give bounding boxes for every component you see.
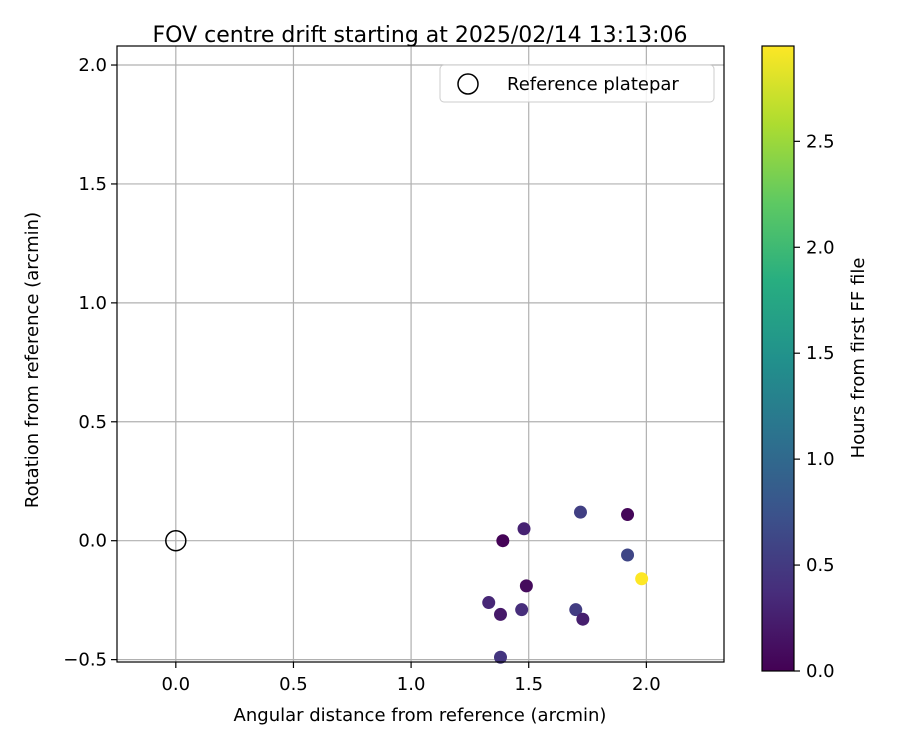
y-tick-label: 2.0 xyxy=(78,55,107,76)
legend-entry-reference: Reference platepar xyxy=(507,74,679,95)
colorbar-tick-label: 1.0 xyxy=(806,449,835,470)
plot-frame xyxy=(116,45,725,663)
legend: Reference platepar xyxy=(439,64,715,103)
x-tick-label: 2.0 xyxy=(632,674,661,695)
scatter-point xyxy=(621,508,635,522)
scatter-point xyxy=(573,505,587,519)
scatter-point xyxy=(517,522,531,536)
axis-ticks: 0.0 0.5 1.0 1.5 2.0 −0.5 0.0 0.5 1.0 1.5 2.0 xyxy=(63,55,660,695)
scatter-point xyxy=(482,596,496,610)
y-tick-label: 1.5 xyxy=(78,174,107,195)
y-axis-label: Rotation from reference (arcmin) xyxy=(22,212,43,508)
y-tick-label: 0.0 xyxy=(78,531,107,552)
scatter-point xyxy=(515,603,529,617)
x-tick-label: 1.0 xyxy=(397,674,426,695)
scatter-point xyxy=(621,548,635,562)
legend-box xyxy=(439,64,715,103)
x-axis-label: Angular distance from reference (arcmin) xyxy=(234,705,607,726)
y-tick-label: 0.5 xyxy=(78,412,107,433)
colorbar-tick-label: 1.5 xyxy=(806,343,835,364)
scatter-point xyxy=(493,607,507,621)
reference-platepar-marker xyxy=(165,529,187,552)
scatter-point xyxy=(493,650,507,664)
chart-title: FOV centre drift starting at 2025/02/14 … xyxy=(153,23,688,48)
legend-reference-marker-icon xyxy=(457,73,479,95)
x-tick-label: 0.0 xyxy=(161,674,190,695)
colorbar-tick-label: 0.0 xyxy=(806,661,835,682)
scatter-point xyxy=(569,603,583,617)
y-tick-label: −0.5 xyxy=(63,650,107,671)
scatter-point xyxy=(576,612,590,626)
grid-lines xyxy=(117,46,724,662)
scatter-point xyxy=(635,572,649,586)
colorbar-label: Hours from first FF file xyxy=(848,258,869,459)
colorbar-tick-label: 2.5 xyxy=(806,131,835,152)
scatter-points xyxy=(165,505,649,664)
colorbar-tick-label: 2.0 xyxy=(806,237,835,258)
colorbar-tick-label: 0.5 xyxy=(806,555,835,576)
x-tick-label: 0.5 xyxy=(279,674,308,695)
colorbar-ticks: 0.0 0.5 1.0 1.5 2.0 2.5 xyxy=(794,131,835,682)
colorbar-gradient xyxy=(761,45,795,672)
colorbar: 0.0 0.5 1.0 1.5 2.0 2.5 Hours from first FF f… xyxy=(761,45,869,682)
x-tick-label: 1.5 xyxy=(514,674,543,695)
scatter-point xyxy=(519,579,533,593)
scatter-point xyxy=(496,534,510,548)
y-tick-label: 1.0 xyxy=(78,293,107,314)
